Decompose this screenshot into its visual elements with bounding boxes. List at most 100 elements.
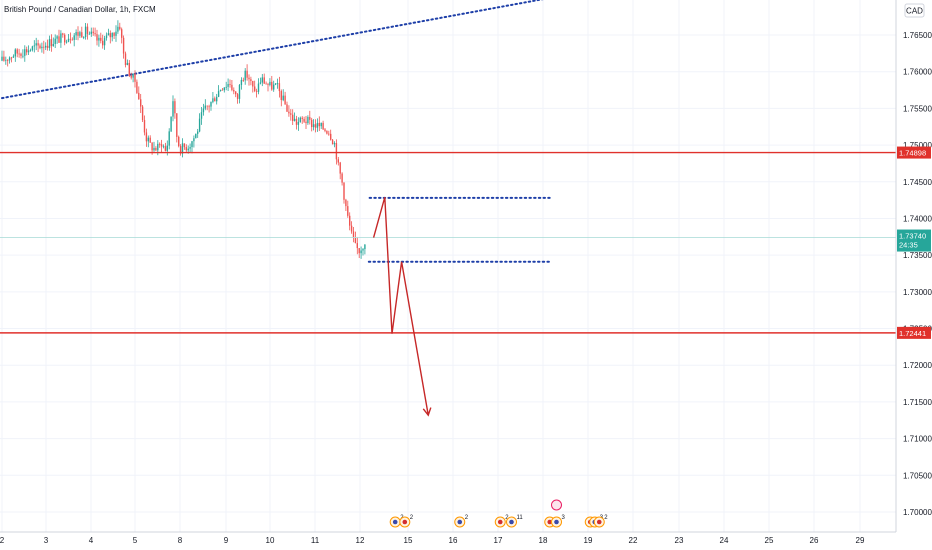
candle-body <box>297 121 300 125</box>
candle-body <box>233 89 235 92</box>
candle-body <box>301 117 303 119</box>
candle-body <box>295 118 298 125</box>
candle-body <box>39 45 41 49</box>
event-flag-icon[interactable] <box>551 499 562 511</box>
candle-body <box>7 59 9 61</box>
candle-body <box>37 43 39 46</box>
candle-body <box>75 32 77 36</box>
price-tick-label: 1.73500 <box>903 251 932 260</box>
candle-body <box>84 26 87 38</box>
price-tick-label: 1.75500 <box>903 104 932 113</box>
candle-body <box>141 106 144 121</box>
candle-body <box>349 215 351 226</box>
event-count: 11 <box>517 515 524 521</box>
candle-body <box>160 144 163 147</box>
candle-body <box>128 62 130 76</box>
candle-body <box>227 84 229 87</box>
candle-body <box>88 33 91 35</box>
candle-body <box>244 70 246 81</box>
candle-body <box>96 34 98 41</box>
candle-body <box>189 147 191 149</box>
time-tick-label: 8 <box>178 536 183 545</box>
candle-body <box>71 39 73 41</box>
currency-badge-label: CAD <box>906 7 923 16</box>
event-flag-dot <box>547 519 553 525</box>
projection-layer <box>372 196 432 417</box>
grid <box>0 0 896 532</box>
candle-body <box>223 87 225 91</box>
candle-body <box>109 33 111 38</box>
time-tick-label: 2 <box>0 536 5 545</box>
level-price-tag-label: 1.74898 <box>899 149 926 158</box>
candle-body <box>267 84 269 86</box>
candle-body <box>174 101 176 114</box>
candle-body <box>235 91 237 95</box>
last-price-tag[interactable] <box>897 229 931 252</box>
candle-body <box>132 73 134 78</box>
candle-body <box>185 147 187 151</box>
candle-body <box>8 57 11 61</box>
time-tick-label: 16 <box>449 536 458 545</box>
candle-body <box>257 83 260 92</box>
event-count: 3 <box>562 515 566 521</box>
candle-body <box>322 122 324 130</box>
price-tick-label: 1.70000 <box>903 508 932 517</box>
candle-body <box>90 31 92 34</box>
price-tick-label: 1.74500 <box>903 178 932 187</box>
candle-body <box>330 133 332 140</box>
candle-body <box>31 46 34 51</box>
candle-body <box>312 124 315 128</box>
candle-body <box>20 53 22 56</box>
candle-body <box>333 143 336 145</box>
candle-body <box>16 49 18 54</box>
candle-body <box>339 162 341 174</box>
levels-layer <box>0 151 896 334</box>
candle-body <box>276 83 279 85</box>
price-tick-label: 1.73000 <box>903 288 932 297</box>
candle-body <box>183 143 186 148</box>
candle-body <box>35 43 37 46</box>
candle-body <box>202 108 205 113</box>
candle-body <box>191 141 193 148</box>
candle-body <box>168 131 170 146</box>
candle-body <box>157 143 159 151</box>
rising-trendline[interactable] <box>1 0 548 100</box>
candle-body <box>350 225 353 232</box>
time-tick-label: 11 <box>311 536 320 545</box>
currency-badge[interactable] <box>904 3 925 18</box>
candle-body <box>3 56 5 61</box>
candle-body <box>60 33 62 43</box>
events-layer: 222211332 <box>389 499 608 528</box>
candle-body <box>362 249 364 251</box>
candle-body <box>122 37 125 54</box>
candle-body <box>328 133 330 135</box>
time-tick-label: 22 <box>629 536 638 545</box>
candle-body <box>69 38 72 40</box>
candle-body <box>147 137 149 142</box>
time-axis[interactable]: 2 3 4 5 8 9 10 11 12 15 16 17 18 19 22 23 24 25 26 29 <box>0 536 865 545</box>
candle-body <box>5 59 7 61</box>
candle-body <box>204 105 206 109</box>
candle-body <box>100 37 102 41</box>
candle-body <box>94 33 96 35</box>
candle-body <box>278 83 281 92</box>
level-price-tag[interactable] <box>897 326 931 339</box>
candle-body <box>170 116 172 132</box>
candle-body <box>117 26 119 32</box>
candle-body <box>65 41 68 43</box>
candle-body <box>43 46 45 48</box>
candle-body <box>337 159 339 163</box>
candle-body <box>307 117 309 124</box>
projection-path[interactable] <box>372 196 429 416</box>
level-price-tag-label: 1.72441 <box>899 329 926 338</box>
level-price-tag[interactable] <box>897 146 931 159</box>
candle-body <box>269 81 271 86</box>
candle-body <box>248 77 250 80</box>
candle-body <box>10 57 13 59</box>
candle-body <box>221 89 224 91</box>
time-tick-label: 15 <box>404 536 413 545</box>
candle-body <box>345 199 347 207</box>
candle-body <box>208 106 210 108</box>
candle-body <box>198 118 201 132</box>
